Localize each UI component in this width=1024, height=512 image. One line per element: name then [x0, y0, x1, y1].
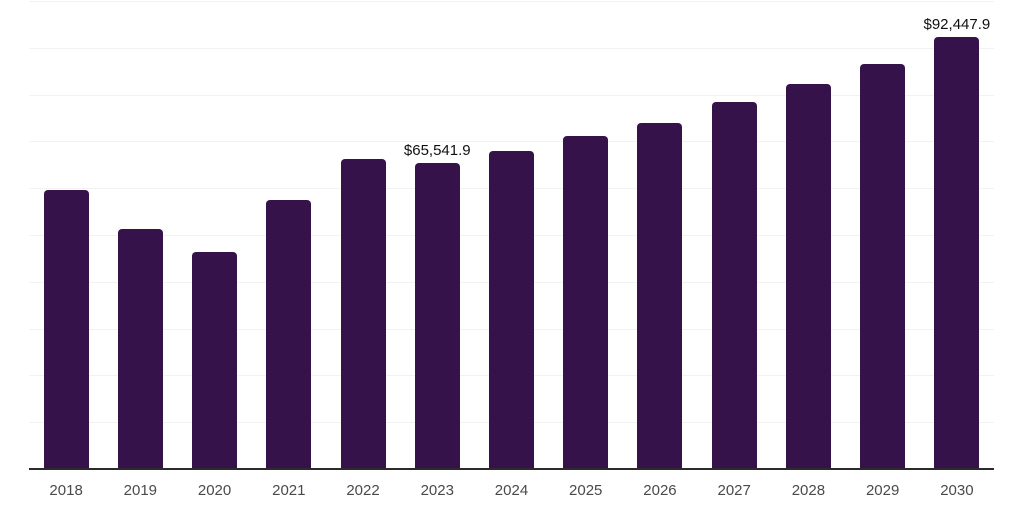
bar-2018	[43, 190, 89, 470]
bar-2029	[860, 63, 906, 470]
x-tick-label-2018: 2018	[49, 482, 83, 499]
bar-2030	[934, 37, 980, 470]
x-tick-label-2024: 2024	[494, 482, 529, 499]
x-tick-label-2025: 2025	[569, 482, 603, 499]
bar-2025	[563, 136, 609, 470]
x-tick-label-2023: 2023	[420, 482, 454, 499]
x-tick-label-2019: 2019	[123, 482, 158, 499]
gridline	[29, 94, 994, 96]
plot-area: $65,541.9 $92,447.9	[29, 1, 994, 470]
gridline	[29, 47, 994, 49]
x-tick-label-2030: 2030	[940, 482, 974, 499]
x-axis-line	[29, 468, 994, 470]
x-tick-label-2021: 2021	[272, 482, 306, 499]
data-label-2030: $92,447.9	[923, 16, 991, 34]
bar-2019	[117, 229, 163, 470]
data-label-2023: $65,541.9	[403, 142, 471, 160]
x-tick-label-2020: 2020	[197, 482, 232, 499]
x-tick-label-2026: 2026	[643, 482, 677, 499]
bar-2024	[489, 150, 534, 470]
x-tick-label-2022: 2022	[346, 482, 380, 499]
x-tick-label-2029: 2029	[865, 482, 900, 499]
gridline	[29, 1, 994, 2]
x-tick-label-2028: 2028	[791, 482, 826, 499]
bar-2020	[192, 251, 238, 470]
gridline	[29, 141, 994, 143]
bar-2021	[266, 200, 312, 470]
bar-2026	[637, 122, 683, 470]
bar-2027	[711, 101, 757, 470]
x-tick-label-2027: 2027	[717, 482, 751, 499]
bar-2023	[414, 163, 460, 470]
x-axis-labels: 2018 2019 2020 2021 2022 2023 2024 2025 2026 2027…	[29, 482, 994, 502]
bar-2028	[785, 84, 831, 470]
bar-2022	[340, 159, 386, 470]
